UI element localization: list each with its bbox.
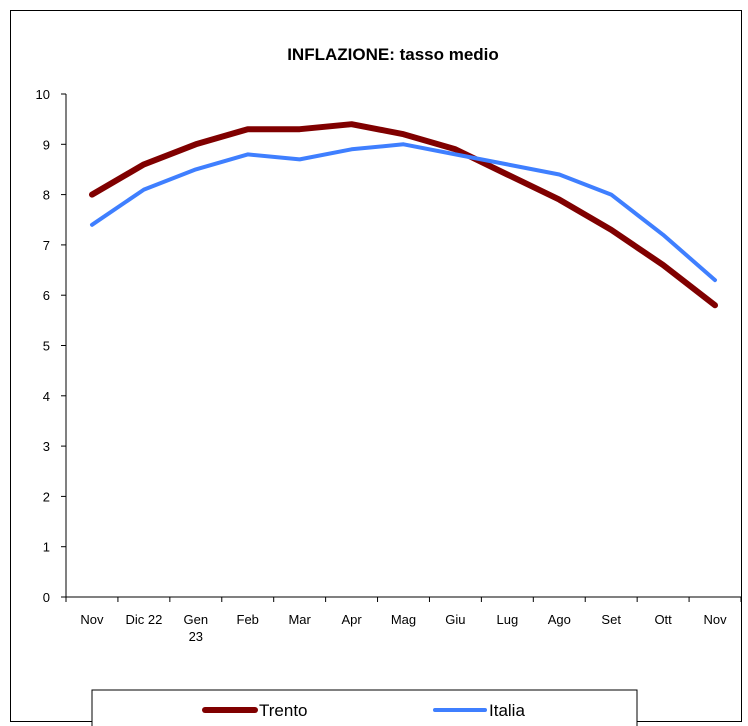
x-tick-label: Mar <box>288 612 311 627</box>
legend: Trento Italia <box>91 689 638 726</box>
legend-box <box>91 689 638 726</box>
series-lines <box>89 121 718 309</box>
x-tick-label: Feb <box>237 612 259 627</box>
chart-title: INFLAZIONE: tasso medio <box>287 45 499 64</box>
x-tick-label: Ago <box>548 612 571 627</box>
x-tick-label: Nov <box>703 612 727 627</box>
y-tick-label: 7 <box>43 238 50 253</box>
y-tick-label: 1 <box>43 540 50 555</box>
x-tick-label: Mag <box>391 612 416 627</box>
x-tick-label: Apr <box>341 612 362 627</box>
y-tick-label: 3 <box>43 439 50 454</box>
y-tick-label: 10 <box>36 87 50 102</box>
x-tick-label: Gen <box>184 612 209 627</box>
series-line-trento <box>89 121 718 309</box>
x-tick-label: Lug <box>496 612 518 627</box>
series-line-italia <box>90 142 717 283</box>
x-tick-label: Ott <box>654 612 672 627</box>
x-tick-label: Nov <box>80 612 104 627</box>
y-tick-label: 9 <box>43 137 50 152</box>
y-tick-label: 8 <box>43 188 50 203</box>
y-tick-label: 5 <box>43 339 50 354</box>
x-tick-label: Dic 22 <box>125 612 162 627</box>
y-tick-label: 0 <box>43 590 50 605</box>
legend-label-trento: Trento <box>259 701 308 720</box>
y-tick-label: 4 <box>43 389 50 404</box>
x-tick-label: 23 <box>189 629 203 644</box>
legend-label-italia: Italia <box>489 701 525 720</box>
x-tick-label: Set <box>601 612 621 627</box>
x-tick-label: Giu <box>445 612 465 627</box>
y-tick-label: 6 <box>43 288 50 303</box>
y-tick-label: 2 <box>43 489 50 504</box>
